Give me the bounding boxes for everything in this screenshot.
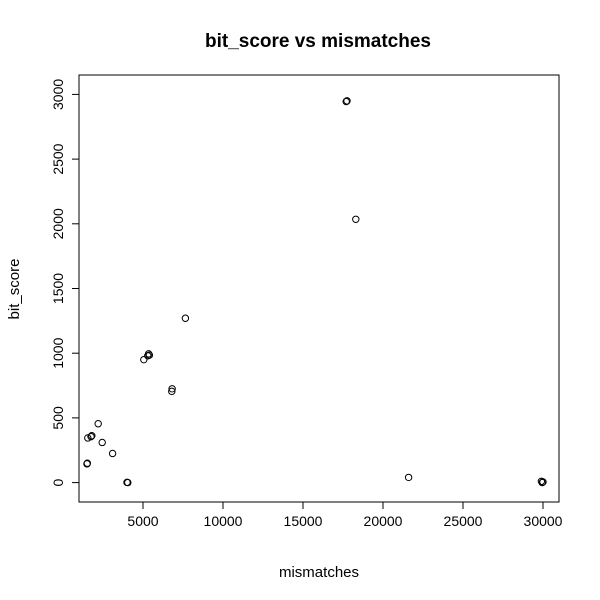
y-tick-label: 0 xyxy=(50,478,66,486)
x-tick-label: 25000 xyxy=(444,513,483,529)
data-point xyxy=(94,420,102,428)
data-point xyxy=(538,478,546,487)
data-point xyxy=(108,449,117,458)
y-tick-label: 2500 xyxy=(50,143,66,174)
data-point xyxy=(404,473,413,482)
data-point xyxy=(88,432,96,440)
x-tick-label: 5000 xyxy=(127,513,158,529)
x-tick-label: 10000 xyxy=(204,513,243,529)
x-tick-label: 20000 xyxy=(364,513,403,529)
y-tick-label: 500 xyxy=(50,406,66,430)
data-points xyxy=(83,97,547,487)
data-point xyxy=(168,387,176,396)
x-axis: 5000 10000 15000 20000 25000 30000 xyxy=(127,501,563,529)
y-axis: 0 500 1000 1500 2000 2500 3000 xyxy=(50,79,80,486)
data-point xyxy=(84,434,92,442)
data-point xyxy=(181,314,190,322)
y-tick-label: 1000 xyxy=(50,337,66,368)
data-point xyxy=(140,355,148,364)
data-point xyxy=(144,350,153,358)
data-point xyxy=(98,438,106,447)
plot-frame xyxy=(78,74,560,503)
data-point xyxy=(87,432,95,441)
data-point xyxy=(124,478,132,487)
y-tick-label: 1500 xyxy=(50,273,66,304)
data-point xyxy=(539,478,547,486)
y-tick-label: 2000 xyxy=(50,208,66,239)
x-axis-label: mismatches xyxy=(279,564,359,581)
data-point xyxy=(352,215,360,223)
chart-title: bit_score vs mismatches xyxy=(205,31,431,52)
data-point xyxy=(145,351,154,359)
data-point xyxy=(83,459,92,467)
x-tick-label: 30000 xyxy=(524,513,563,529)
y-tick-label: 3000 xyxy=(50,79,66,110)
y-axis-label: bit_score xyxy=(6,259,23,320)
data-point xyxy=(342,97,350,106)
data-point xyxy=(343,97,351,105)
x-tick-label: 15000 xyxy=(284,513,323,529)
data-point xyxy=(168,385,176,393)
